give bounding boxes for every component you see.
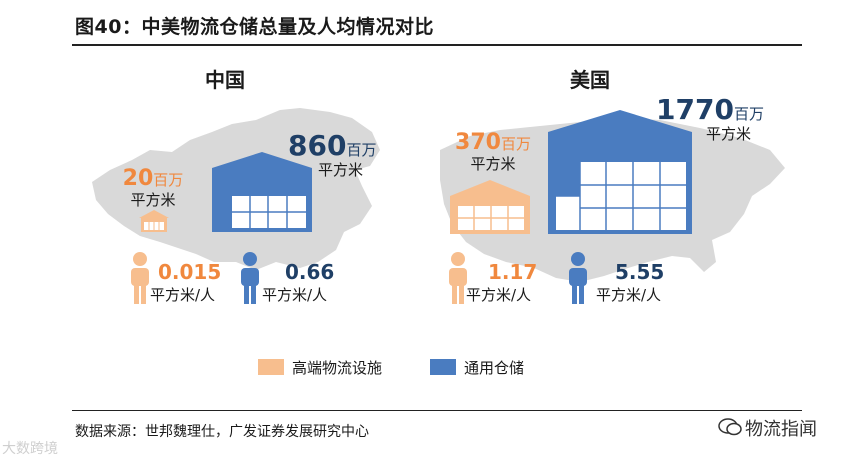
china-highend-per-capita: 0.015 xyxy=(158,262,221,283)
usa-general-warehouse-icon xyxy=(548,110,692,234)
china-general-per-capita: 0.66 xyxy=(285,262,334,283)
usa-highend-total: 370百万 平方米 xyxy=(438,132,548,173)
usa-general-per-capita-value: 5.55 xyxy=(615,260,665,284)
china-highend-total-unit-b: 平方米 xyxy=(130,191,176,209)
figure-title: 图40：中美物流仓储总量及人均情况对比 xyxy=(75,16,434,38)
usa-highend-building-icon xyxy=(450,180,530,234)
china-general-total: 860百万 平方米 xyxy=(288,132,398,179)
usa-highend-person-icon xyxy=(449,252,467,304)
usa-general-per-capita-unit: 平方米/人 xyxy=(596,286,662,304)
china-general-total-value: 860 xyxy=(288,129,347,162)
china-highend-building-icon xyxy=(139,210,169,232)
china-highend-total-unit-a: 百万 xyxy=(153,171,184,189)
china-highend-total: 20百万 平方米 xyxy=(108,168,198,209)
usa-general-total-unit-a: 百万 xyxy=(733,105,764,123)
china-highend-total-value: 20 xyxy=(122,166,154,191)
legend-swatch-general xyxy=(430,359,456,375)
usa-highend-per-capita: 1.17 xyxy=(488,262,537,283)
usa-highend-total-value: 370 xyxy=(455,130,501,155)
china-general-warehouse-icon xyxy=(212,152,312,232)
china-general-person-icon xyxy=(241,252,259,304)
usa-highend-per-capita-value: 1.17 xyxy=(488,260,538,284)
usa-highend-total-unit-b: 平方米 xyxy=(470,155,516,173)
china-general-total-unit-a: 百万 xyxy=(346,141,377,159)
title-divider xyxy=(72,44,802,46)
china-heading: 中国 xyxy=(205,68,245,92)
china-general-total-unit-b: 平方米 xyxy=(318,161,364,179)
usa-general-total-unit-b: 平方米 xyxy=(706,125,752,143)
legend-label-general: 通用仓储 xyxy=(464,359,525,377)
usa-heading: 美国 xyxy=(570,68,610,92)
usa-general-person-icon xyxy=(569,252,587,304)
china-general-per-capita-unit: 平方米/人 xyxy=(262,286,328,304)
usa-general-total-value: 1770 xyxy=(656,93,734,126)
china-highend-person-icon xyxy=(131,252,149,304)
usa-highend-per-capita-unit: 平方米/人 xyxy=(466,286,532,304)
legend-label-highend: 高端物流设施 xyxy=(292,359,383,377)
wechat-icon xyxy=(718,417,742,441)
usa-general-total: 1770百万 平方米 xyxy=(656,96,786,143)
china-highend-per-capita-value: 0.015 xyxy=(158,260,222,284)
source-note: 数据来源：世邦魏理仕，广发证券发展研究中心 xyxy=(75,424,369,440)
usa-highend-total-unit-a: 百万 xyxy=(500,135,531,153)
watermark-right: 物流指闻 xyxy=(745,419,817,440)
legend-swatch-highend xyxy=(258,359,284,375)
usa-general-per-capita: 5.55 xyxy=(615,262,664,283)
watermark-left: 大数跨境 xyxy=(2,441,58,457)
china-highend-per-capita-unit: 平方米/人 xyxy=(150,286,216,304)
china-general-per-capita-value: 0.66 xyxy=(285,260,335,284)
source-divider xyxy=(72,410,802,411)
